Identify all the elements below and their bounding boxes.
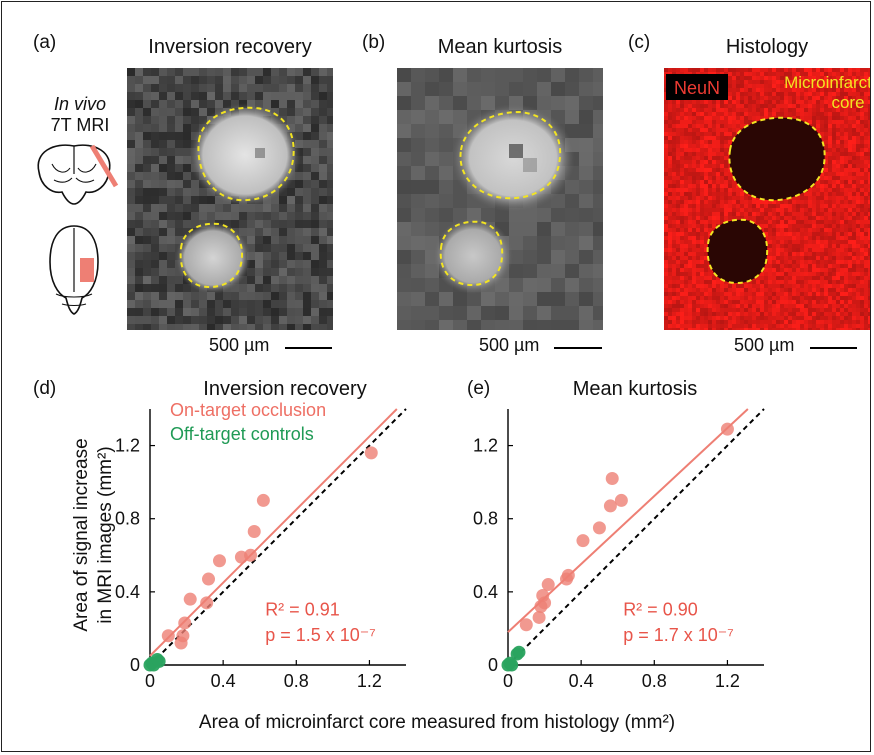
data-point	[720, 422, 734, 436]
data-point	[519, 618, 533, 632]
legend-off-target: Off-target controls	[170, 424, 314, 444]
x-tick-label: 0.4	[211, 671, 236, 691]
inversion-recovery-image	[127, 68, 333, 330]
data-point	[505, 658, 519, 672]
panel-e-label: (e)	[467, 378, 491, 399]
x-tick-label: 0.8	[642, 671, 667, 691]
series-on-target	[161, 446, 378, 650]
brain-schematic-icon	[37, 144, 119, 315]
mri-label: 7T MRI	[50, 115, 110, 135]
data-point	[561, 568, 575, 582]
panel-a-label: (a)	[33, 32, 57, 53]
identity-line	[149, 408, 407, 666]
y-tick-label: 1.2	[473, 436, 498, 456]
x-tick-label: 1.2	[357, 671, 382, 691]
data-point	[152, 654, 166, 668]
y-tick-label: 0.8	[473, 509, 498, 529]
stain-label: NeuN	[674, 78, 720, 98]
data-point	[512, 645, 526, 659]
data-point	[161, 629, 175, 643]
core-outline	[197, 106, 295, 202]
mean-kurtosis-image	[397, 68, 603, 330]
scale-bar-c-label: 500 µm	[734, 335, 795, 355]
chart-mean-kurtosis: 0 0.4 0.8 1.2 0 0.4 0.8 1.2 R² = 0.90 p = 1.7 x 1…	[473, 408, 765, 691]
data-point	[200, 596, 214, 610]
data-point	[538, 596, 552, 610]
x-tick-label: 0.8	[284, 671, 309, 691]
chart-d-title: Inversion recovery	[203, 378, 367, 400]
y-tick-label: 0	[130, 655, 140, 675]
y-tick-label: 0	[488, 655, 498, 675]
scale-bar-a-label: 500 µm	[209, 335, 270, 355]
data-point	[183, 592, 197, 606]
scale-bar-a	[285, 347, 332, 349]
r-squared-label: R² = 0.90	[623, 600, 698, 620]
core-outline	[459, 110, 562, 200]
scale-bar-c	[810, 347, 857, 349]
data-point	[576, 534, 590, 548]
data-point	[212, 554, 226, 568]
data-point	[603, 499, 617, 513]
panel-b-label: (b)	[362, 32, 386, 53]
y-tick-label: 1.2	[115, 436, 140, 456]
core-outline	[706, 218, 769, 284]
data-point	[541, 578, 555, 592]
axes: 0 0.4 0.8 1.2 0 0.4 0.8 1.2	[115, 409, 406, 691]
y-tick-label: 0.4	[473, 582, 498, 602]
panel-a-title: Inversion recovery	[148, 36, 312, 58]
data-point	[178, 616, 192, 630]
fit-line	[149, 408, 398, 657]
panel-c-label: (c)	[628, 32, 651, 53]
data-point	[614, 493, 628, 507]
panel-d-label: (d)	[33, 378, 57, 399]
data-point	[244, 548, 258, 562]
series-off-target	[501, 645, 526, 672]
x-tick-label: 0	[503, 671, 513, 691]
series-on-target	[519, 422, 734, 632]
core-label-line2: core	[831, 93, 864, 112]
histology-image: NeuN Microinfarct core	[664, 68, 870, 330]
data-point	[256, 493, 270, 507]
data-point	[605, 471, 619, 485]
data-point	[176, 629, 190, 643]
r-squared-label: R² = 0.91	[265, 600, 340, 620]
chart-e-title: Mean kurtosis	[572, 378, 698, 400]
chart-inversion-recovery: 0 0.4 0.8 1.2 0 0.4 0.8 1.2 R² = 0.91 p = 1.5 x 1…	[115, 408, 407, 691]
core-outline	[728, 116, 826, 202]
panel-b-title: Mean kurtosis	[437, 36, 563, 58]
y-tick-label: 0.8	[115, 509, 140, 529]
legend-on-target: On-target occlusion	[170, 400, 327, 420]
x-tick-label: 0	[145, 671, 155, 691]
series-off-target	[143, 653, 166, 672]
scale-bar-b	[554, 347, 602, 349]
y-tick-label: 0.4	[115, 582, 140, 602]
x-tick-label: 0.4	[569, 671, 594, 691]
data-point	[532, 610, 546, 624]
data-point	[592, 521, 606, 535]
x-axis-label: Area of microinfarct core measured from …	[198, 712, 676, 733]
data-point	[202, 572, 216, 586]
core-outline	[439, 220, 504, 286]
in-vivo-label: In vivo	[53, 94, 107, 114]
core-outline	[179, 222, 243, 288]
scale-bar-b-label: 500 µm	[479, 335, 540, 355]
p-value-label: p = 1.5 x 10⁻⁷	[265, 625, 376, 645]
identity-line	[507, 408, 765, 666]
panel-c-title: Histology	[725, 36, 809, 58]
core-label-line1: Microinfarct	[784, 73, 870, 92]
x-tick-label: 1.2	[715, 671, 740, 691]
p-value-label: p = 1.7 x 10⁻⁷	[623, 625, 734, 645]
data-point	[247, 525, 261, 539]
axes: 0 0.4 0.8 1.2 0 0.4 0.8 1.2	[473, 409, 764, 691]
data-point	[364, 446, 378, 460]
